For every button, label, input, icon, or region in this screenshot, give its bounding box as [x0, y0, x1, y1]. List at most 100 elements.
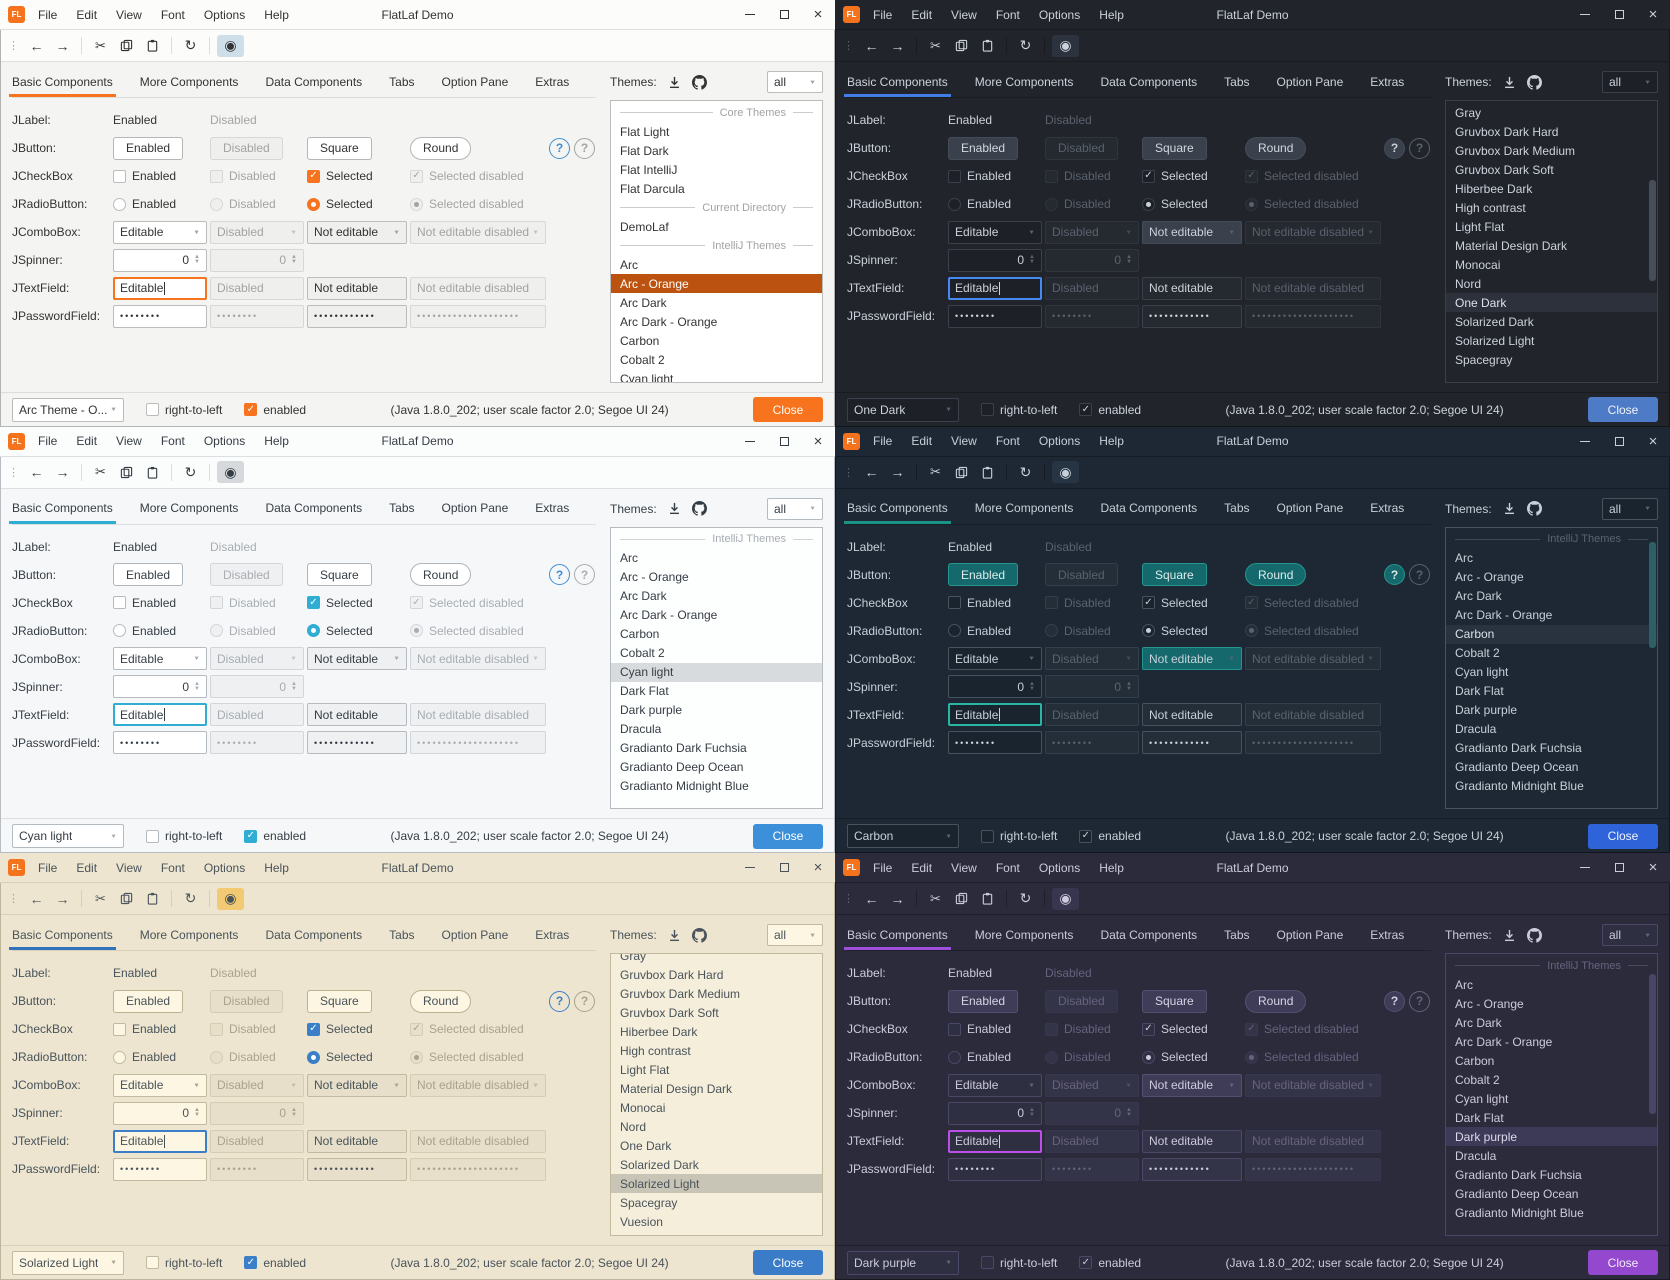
tab-data-components[interactable]: Data Components: [1100, 927, 1198, 942]
menu-item-view[interactable]: View: [951, 7, 977, 22]
back-button[interactable]: ←: [29, 37, 44, 54]
paste-button[interactable]: [141, 888, 164, 910]
theme-list-item[interactable]: Gradianto Deep Ocean: [1455, 760, 1579, 775]
help-button[interactable]: ?: [1384, 564, 1405, 586]
theme-list-item[interactable]: Material Design Dark: [1455, 238, 1568, 253]
download-icon[interactable]: [1503, 929, 1516, 942]
menu-item-options[interactable]: Options: [1038, 7, 1081, 22]
jpasswordfield[interactable]: ••••••••••••: [307, 304, 407, 328]
close-button[interactable]: Close: [753, 823, 823, 849]
theme-list-item[interactable]: High contrast: [620, 1043, 691, 1058]
refresh-button[interactable]: ↻: [184, 463, 197, 480]
jcheckbox-enabled[interactable]: Enabled: [948, 596, 1042, 610]
close-window-button[interactable]: ×: [1648, 432, 1658, 450]
cut-button[interactable]: ✂: [95, 37, 106, 53]
theme-list-item[interactable]: Gradianto Deep Ocean: [620, 760, 744, 775]
theme-list-item[interactable]: Dracula: [1455, 722, 1497, 737]
theme-list-item[interactable]: Arc: [620, 551, 638, 566]
menu-item-view[interactable]: View: [116, 434, 142, 449]
copy-button[interactable]: [115, 461, 138, 483]
cut-button[interactable]: ✂: [930, 464, 941, 480]
tab-extras[interactable]: Extras: [535, 74, 570, 89]
jbutton-round[interactable]: Round: [1245, 989, 1307, 1013]
tab-tabs[interactable]: Tabs: [1224, 501, 1250, 516]
maximize-button[interactable]: [767, 427, 801, 456]
help-button[interactable]: ?: [549, 990, 570, 1012]
theme-list-item[interactable]: Solarized Light: [1455, 333, 1535, 348]
jbutton-square[interactable]: Square: [307, 989, 372, 1013]
jtextfield-not-editable[interactable]: Not editable: [307, 703, 407, 727]
enabled-checkbox[interactable]: ✓ enabled: [1079, 403, 1141, 417]
jpasswordfield[interactable]: ••••••••••••: [1142, 731, 1242, 755]
scrollbar-thumb[interactable]: [1649, 973, 1656, 1115]
jradiobutton-enabled[interactable]: Enabled: [948, 1050, 1042, 1064]
theme-list-item-selected[interactable]: Dark purple: [1446, 1127, 1657, 1147]
jradiobutton-enabled[interactable]: Enabled: [948, 624, 1042, 638]
close-button[interactable]: Close: [753, 397, 823, 423]
menu-item-help[interactable]: Help: [1099, 7, 1124, 22]
theme-list-item[interactable]: Dracula: [620, 722, 662, 737]
theme-list-item[interactable]: Monocai: [1455, 257, 1501, 272]
jradiobutton-selected[interactable]: Selected: [307, 197, 407, 211]
theme-list-item[interactable]: Cyan light: [620, 371, 674, 383]
theme-list-item[interactable]: Flat IntelliJ: [620, 162, 678, 177]
tab-basic-components[interactable]: Basic Components: [9, 919, 116, 951]
menu-item-options[interactable]: Options: [1038, 860, 1081, 875]
cut-button[interactable]: ✂: [930, 37, 941, 53]
theme-combo[interactable]: Cyan light ▼: [12, 824, 124, 849]
maximize-button[interactable]: [767, 0, 801, 29]
help-button[interactable]: ?: [1384, 137, 1405, 159]
jpasswordfield[interactable]: ••••••••: [948, 731, 1042, 755]
minimize-button[interactable]: [1568, 427, 1602, 456]
jcombobox-not-editable[interactable]: Not editable ▼: [307, 1073, 407, 1097]
jbutton-enabled[interactable]: Enabled: [948, 563, 1019, 587]
jcheckbox-selected[interactable]: ✓ Selected: [307, 1022, 407, 1036]
theme-list-item-selected[interactable]: Carbon: [1446, 624, 1657, 644]
theme-list-item[interactable]: Solarized Dark: [1455, 314, 1534, 329]
tab-tabs[interactable]: Tabs: [1224, 74, 1250, 89]
jtextfield-editable[interactable]: Editable: [113, 1129, 207, 1153]
jspinner[interactable]: 0 ▲ ▼: [948, 675, 1042, 699]
cut-button[interactable]: ✂: [95, 464, 106, 480]
github-icon[interactable]: [1526, 74, 1542, 90]
theme-list-item-selected[interactable]: Solarized Light: [611, 1174, 822, 1194]
jtextfield-not-editable[interactable]: Not editable: [1142, 1129, 1242, 1153]
menu-item-font[interactable]: Font: [995, 434, 1020, 449]
jtextfield-not-editable[interactable]: Not editable: [1142, 276, 1242, 300]
scrollbar-thumb[interactable]: [1649, 179, 1656, 281]
jbutton-round[interactable]: Round: [1245, 136, 1307, 160]
menu-item-font[interactable]: Font: [160, 434, 185, 449]
minimize-button[interactable]: [733, 427, 767, 456]
theme-list-item[interactable]: Gruvbox Dark Hard: [620, 967, 724, 982]
jbutton-square[interactable]: Square: [1142, 989, 1207, 1013]
jradiobutton-selected[interactable]: Selected: [307, 1050, 407, 1064]
theme-list-item[interactable]: Vuesion: [620, 1214, 663, 1229]
help-button[interactable]: ?: [1384, 990, 1405, 1012]
theme-list-item[interactable]: Dark Flat: [1455, 1110, 1504, 1125]
menu-item-file[interactable]: File: [873, 434, 893, 449]
theme-list-item[interactable]: Hiberbee Dark: [1455, 181, 1533, 196]
close-button[interactable]: Close: [1588, 823, 1658, 849]
jcheckbox-selected[interactable]: ✓ Selected: [1142, 169, 1242, 183]
theme-list-item-selected[interactable]: Cyan light: [611, 662, 822, 682]
theme-list-item[interactable]: Cobalt 2: [1455, 1072, 1500, 1087]
theme-list-item[interactable]: Spacegray: [620, 1195, 678, 1210]
jbutton-round[interactable]: Round: [410, 563, 472, 587]
jspinner[interactable]: 0 ▲ ▼: [113, 248, 207, 272]
menu-item-help[interactable]: Help: [264, 860, 289, 875]
menu-item-edit[interactable]: Edit: [911, 7, 933, 22]
cut-button[interactable]: ✂: [95, 890, 106, 906]
github-icon[interactable]: [1526, 501, 1542, 516]
jradiobutton-selected[interactable]: Selected: [1142, 197, 1242, 211]
menu-item-edit[interactable]: Edit: [76, 860, 98, 875]
theme-list-item[interactable]: Cyan light: [1455, 665, 1509, 680]
tab-extras[interactable]: Extras: [1370, 927, 1405, 942]
copy-button[interactable]: [950, 35, 973, 57]
close-button[interactable]: Close: [753, 1250, 823, 1276]
theme-list-item[interactable]: Light Flat: [620, 1062, 670, 1077]
right-to-left-checkbox[interactable]: right-to-left: [146, 829, 222, 843]
theme-list-item[interactable]: Arc: [1455, 551, 1473, 566]
paste-button[interactable]: [976, 888, 999, 910]
theme-list-item[interactable]: Flat Dark: [620, 143, 669, 158]
jspinner[interactable]: 0 ▲ ▼: [113, 1101, 207, 1125]
